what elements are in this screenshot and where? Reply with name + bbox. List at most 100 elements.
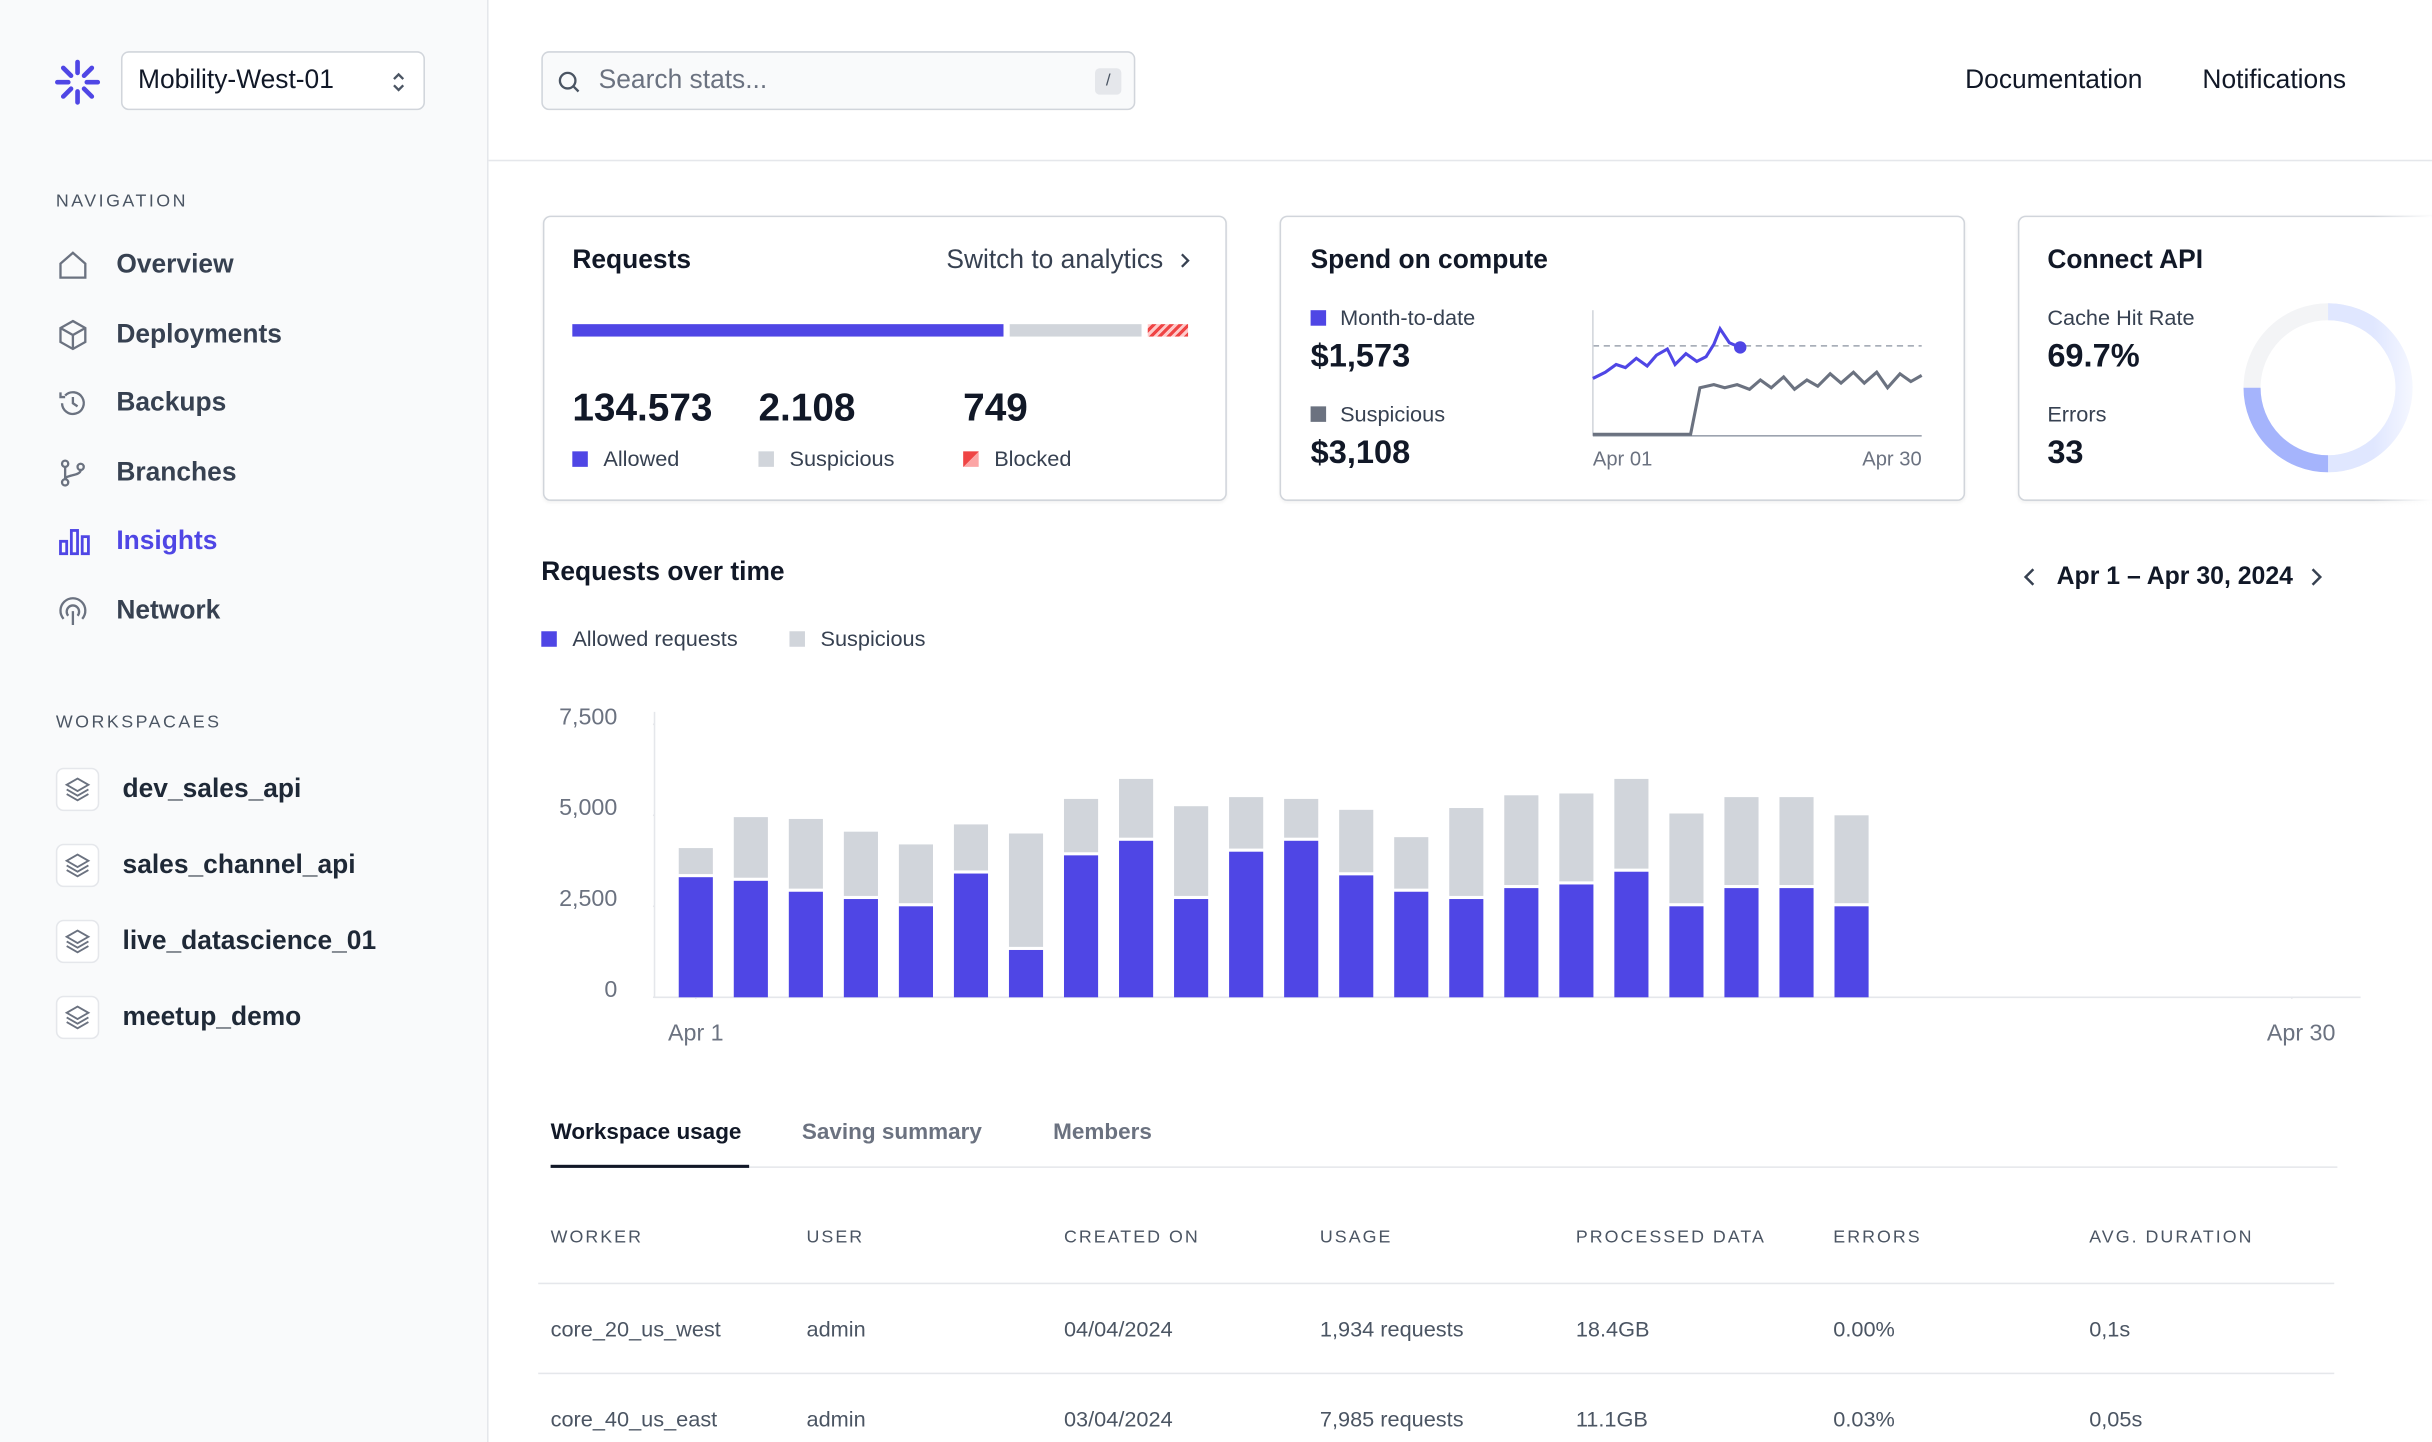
bar-segment — [1559, 884, 1594, 998]
table-cell: 03/04/2024 — [1063, 1406, 1173, 1431]
nav-item[interactable]: Backups — [116, 387, 227, 417]
chevron-right — [1181, 253, 1190, 268]
bar-segment — [733, 817, 768, 878]
stat-value: 134.573 — [572, 386, 713, 430]
table-cell: 11.1GB — [1575, 1406, 1648, 1431]
nav-item[interactable]: Deployments — [116, 319, 282, 349]
y-tick-label: 5,000 — [559, 794, 617, 820]
bar-segment — [1229, 797, 1264, 849]
tab[interactable]: Members — [1053, 1120, 1152, 1146]
fade — [2373, 215, 2432, 511]
metric-value: 33 — [2047, 434, 2084, 471]
workspace-select[interactable]: Mobility-West-01 — [120, 51, 425, 111]
workspace-icon — [55, 995, 100, 1040]
metric-label: Suspicious — [1340, 401, 1446, 426]
sparkline-axis-label: Apr 30 — [1862, 447, 1922, 471]
tab[interactable]: Saving summary — [801, 1120, 982, 1146]
workspace-select-label: Mobility-West-01 — [138, 64, 334, 95]
nav-item[interactable]: Overview — [116, 249, 234, 279]
icon-chart — [59, 529, 90, 556]
bar-segment — [1174, 806, 1209, 896]
bar-segment — [733, 880, 768, 998]
legend-swatch — [541, 631, 557, 647]
column-header: ERRORS — [1833, 1228, 1922, 1248]
bar-segment — [788, 818, 823, 889]
metric-label: Cache Hit Rate — [2047, 304, 2195, 330]
search-box[interactable]: Search stats... / — [541, 51, 1136, 111]
column-header: AVG. DURATION — [2089, 1228, 2254, 1248]
workspaces-heading: WORKSPACAES — [55, 713, 222, 733]
top-link[interactable]: Documentation — [1965, 64, 2143, 95]
bar-segment — [1339, 809, 1374, 873]
sidebar: Mobility-West-01 NAVIGATION Overview Dep… — [0, 0, 489, 1442]
sparkline — [1592, 310, 1923, 437]
bar-segment — [1779, 888, 1814, 998]
workspace-icon — [55, 919, 100, 964]
column-header: PROCESSED DATA — [1575, 1228, 1766, 1248]
column-header: CREATED ON — [1063, 1228, 1200, 1248]
y-tick-label: 2,500 — [559, 885, 617, 911]
bar-segment — [1174, 899, 1209, 998]
bar-segment — [1284, 798, 1319, 838]
card-action[interactable]: Switch to analytics — [946, 244, 1164, 275]
layers-icon — [64, 777, 91, 802]
layers-icon — [64, 853, 91, 878]
select-chevrons — [393, 72, 405, 92]
bar-segment — [1724, 888, 1759, 998]
bar-segment — [1008, 833, 1044, 947]
metric-value: 69.7% — [2047, 338, 2140, 375]
legend-label: Allowed requests — [572, 625, 738, 651]
spend-card — [1279, 215, 1966, 501]
bar-segment — [1339, 875, 1374, 998]
requests-chart: 0 2,500 5,000 7,500 Apr 1 Apr 30 — [559, 703, 2361, 1046]
table-cell: core_20_us_west — [550, 1316, 721, 1341]
progress-allowed — [572, 324, 1004, 337]
nav-item[interactable]: Branches — [116, 457, 237, 487]
bar-segment — [1834, 906, 1869, 998]
search-placeholder: Search stats... — [598, 64, 768, 95]
workspace-icon — [55, 843, 100, 888]
workspace-item[interactable]: meetup_demo — [122, 1001, 302, 1032]
legend-label: Suspicious — [820, 625, 926, 651]
top-link[interactable]: Notifications — [2202, 64, 2347, 95]
nav-item[interactable]: Network — [116, 595, 221, 625]
table-cell: 18.4GB — [1575, 1316, 1650, 1341]
legend-swatch — [758, 451, 774, 467]
table-cell: admin — [806, 1316, 866, 1341]
next-arrow[interactable] — [2305, 566, 2327, 588]
bar-segment — [843, 899, 878, 998]
bar-segment — [788, 891, 823, 998]
prev-arrow[interactable] — [2019, 566, 2041, 588]
workspace-item[interactable]: dev_sales_api — [122, 773, 302, 804]
bar-segment — [1504, 795, 1539, 886]
row-divider — [538, 1282, 2335, 1285]
y-tick-label: 7,500 — [559, 703, 617, 729]
nav-item-active[interactable]: Insights — [116, 525, 218, 555]
legend-swatch — [1310, 310, 1327, 326]
legend-swatch — [1310, 406, 1327, 422]
bar-segment — [1559, 793, 1594, 882]
bar-segment — [1063, 855, 1099, 998]
date-range: Apr 1 – Apr 30, 2024 — [2056, 563, 2293, 591]
legend-swatch — [789, 631, 805, 647]
progress-suspicious — [1009, 324, 1142, 337]
bar-segment — [1669, 813, 1704, 904]
bar-segment — [1394, 891, 1429, 998]
progress-blocked — [1147, 324, 1189, 337]
stat-label: Allowed — [603, 446, 680, 471]
bar-segment — [1614, 778, 1649, 869]
tab-active[interactable]: Workspace usage — [550, 1120, 742, 1146]
table-cell: 7,985 requests — [1319, 1406, 1464, 1431]
bar-segment — [1669, 906, 1704, 998]
bar-segment — [678, 877, 713, 998]
stat-label: Blocked — [994, 446, 1072, 471]
bar-segment — [1119, 778, 1154, 838]
bar-segment — [953, 824, 989, 871]
bar-segment — [1504, 888, 1539, 998]
workspace-item[interactable]: live_datascience_01 — [122, 925, 377, 956]
workspace-item[interactable]: sales_channel_api — [122, 849, 356, 880]
metric-value: $1,573 — [1310, 338, 1411, 375]
bar-segment — [1724, 797, 1759, 886]
